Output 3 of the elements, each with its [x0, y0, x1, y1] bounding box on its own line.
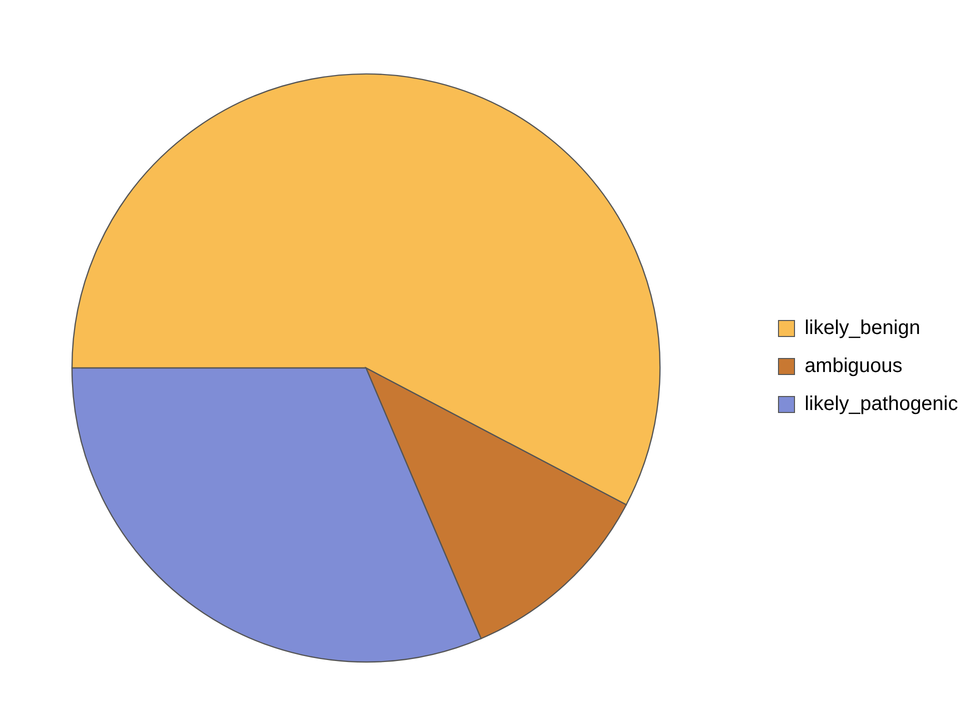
- legend-label: likely_benign: [804, 316, 920, 341]
- legend-label: ambiguous: [804, 354, 902, 379]
- legend-label: likely_pathogenic: [804, 392, 958, 417]
